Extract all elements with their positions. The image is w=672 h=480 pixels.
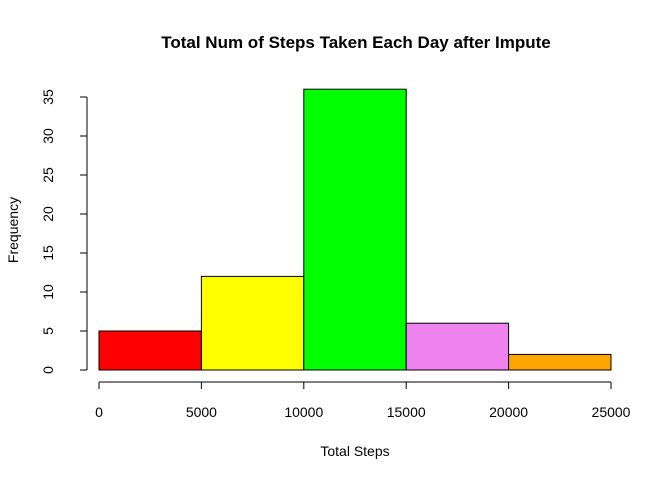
bars-group	[98, 88, 612, 371]
x-axis: 0 5000 10000 15000 20000 25000	[95, 381, 631, 420]
x-tick-label: 15000	[387, 404, 426, 420]
y-tick-label: 0	[40, 366, 56, 374]
y-tick-label: 15	[40, 245, 56, 261]
y-tick-label: 35	[40, 89, 56, 105]
y-tick-label: 5	[40, 327, 56, 335]
histogram-bar-3	[405, 322, 510, 371]
x-axis-label: Total Steps	[320, 443, 389, 459]
x-tick-label: 25000	[592, 404, 631, 420]
x-tick-label: 10000	[284, 404, 323, 420]
chart-title: Total Num of Steps Taken Each Day after …	[161, 33, 551, 52]
y-tick-label: 30	[40, 128, 56, 144]
histogram-bar-0	[98, 330, 202, 371]
histogram-bar-1	[200, 275, 305, 371]
x-tick-label: 0	[95, 404, 103, 420]
y-tick-label: 25	[40, 167, 56, 183]
x-tick-label: 20000	[489, 404, 528, 420]
y-tick-label: 20	[40, 206, 56, 222]
y-tick-label: 10	[40, 284, 56, 300]
histogram-bar-4	[508, 353, 612, 371]
y-axis: 0 5 10 15 20 25 30 35	[40, 89, 88, 374]
y-axis-label: Frequency	[5, 197, 21, 263]
x-tick-label: 5000	[186, 404, 217, 420]
histogram-bar-2	[303, 88, 407, 371]
